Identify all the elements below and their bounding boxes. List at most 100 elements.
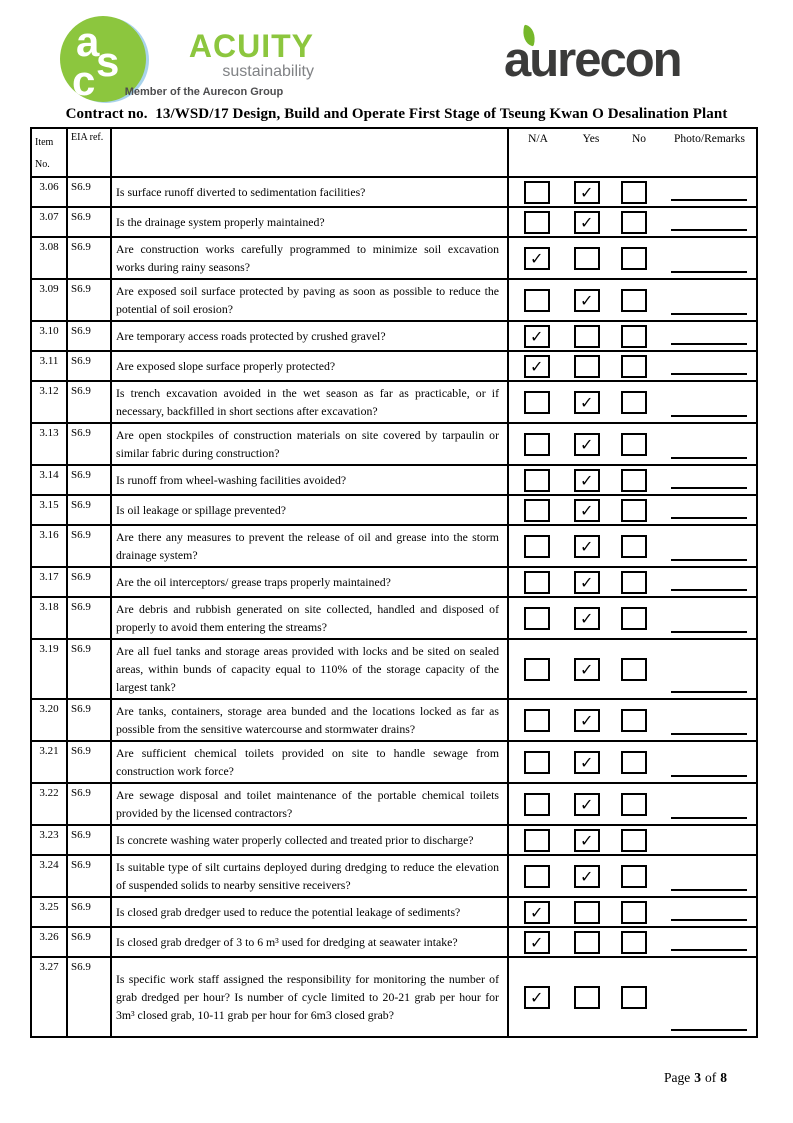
no-checkbox[interactable] <box>621 657 647 681</box>
yes-checkbox[interactable] <box>574 324 600 348</box>
table-row: 3.14 S6.9 Is runoff from wheel-washing f… <box>32 466 756 496</box>
remarks-line[interactable] <box>671 457 747 459</box>
yes-checkbox[interactable]: ✓ <box>574 570 600 594</box>
remarks-line[interactable] <box>671 343 747 345</box>
yes-checkbox[interactable] <box>574 246 600 270</box>
na-checkbox[interactable] <box>524 828 550 852</box>
yes-checkbox[interactable]: ✓ <box>574 750 600 774</box>
remarks-line[interactable] <box>671 229 747 231</box>
table-row: 3.10 S6.9 Are temporary access roads pro… <box>32 322 756 352</box>
remarks-line[interactable] <box>671 1029 747 1031</box>
question-text: Are tanks, containers, storage area bund… <box>116 704 499 736</box>
acuity-monogram-letter: s <box>96 38 120 85</box>
remarks-line[interactable] <box>671 199 747 201</box>
eia-ref: S6.9 <box>68 742 112 782</box>
na-checkbox[interactable] <box>524 180 550 204</box>
na-checkbox[interactable]: ✓ <box>524 354 550 378</box>
yes-checkbox[interactable]: ✓ <box>574 288 600 312</box>
column-header-no: No <box>631 133 647 145</box>
answer-cell: ✓ <box>509 958 756 1036</box>
yes-checkbox[interactable]: ✓ <box>574 792 600 816</box>
no-checkbox[interactable] <box>621 985 647 1009</box>
no-checkbox[interactable] <box>621 390 647 414</box>
remarks-line[interactable] <box>671 415 747 417</box>
remarks-line[interactable] <box>671 313 747 315</box>
no-checkbox[interactable] <box>621 246 647 270</box>
na-checkbox[interactable] <box>524 864 550 888</box>
na-checkbox[interactable] <box>524 498 550 522</box>
yes-checkbox[interactable]: ✓ <box>574 432 600 456</box>
no-checkbox[interactable] <box>621 354 647 378</box>
no-checkbox[interactable] <box>621 606 647 630</box>
na-checkbox[interactable] <box>524 468 550 492</box>
yes-checkbox[interactable]: ✓ <box>574 606 600 630</box>
remarks-line[interactable] <box>671 517 747 519</box>
no-checkbox[interactable] <box>621 180 647 204</box>
no-checkbox[interactable] <box>621 900 647 924</box>
na-checkbox[interactable] <box>524 606 550 630</box>
no-checkbox[interactable] <box>621 468 647 492</box>
na-checkbox[interactable] <box>524 288 550 312</box>
na-checkbox[interactable]: ✓ <box>524 900 550 924</box>
yes-checkbox[interactable]: ✓ <box>574 468 600 492</box>
na-checkbox[interactable] <box>524 390 550 414</box>
no-checkbox[interactable] <box>621 498 647 522</box>
yes-checkbox[interactable]: ✓ <box>574 390 600 414</box>
remarks-line[interactable] <box>671 817 747 819</box>
no-checkbox[interactable] <box>621 288 647 312</box>
remarks-line[interactable] <box>671 775 747 777</box>
no-checkbox[interactable] <box>621 792 647 816</box>
yes-checkbox[interactable]: ✓ <box>574 180 600 204</box>
no-checkbox[interactable] <box>621 432 647 456</box>
no-checkbox[interactable] <box>621 708 647 732</box>
na-checkbox[interactable] <box>524 432 550 456</box>
yes-checkbox[interactable]: ✓ <box>574 657 600 681</box>
table-row: 3.17 S6.9 Are the oil interceptors/ grea… <box>32 568 756 598</box>
yes-checkbox[interactable]: ✓ <box>574 708 600 732</box>
na-checkbox[interactable] <box>524 534 550 558</box>
remarks-line[interactable] <box>671 271 747 273</box>
yes-checkbox[interactable]: ✓ <box>574 534 600 558</box>
item-no: 3.23 <box>32 826 68 854</box>
no-checkbox[interactable] <box>621 324 647 348</box>
eia-ref: S6.9 <box>68 178 112 206</box>
yes-checkbox[interactable]: ✓ <box>574 828 600 852</box>
na-checkbox[interactable]: ✓ <box>524 246 550 270</box>
na-checkbox[interactable]: ✓ <box>524 985 550 1009</box>
na-checkbox[interactable]: ✓ <box>524 930 550 954</box>
footer-page-number: 3 <box>694 1070 701 1085</box>
na-checkbox[interactable] <box>524 750 550 774</box>
yes-checkbox[interactable] <box>574 354 600 378</box>
yes-checkbox[interactable]: ✓ <box>574 210 600 234</box>
na-checkbox[interactable] <box>524 570 550 594</box>
na-checkbox[interactable] <box>524 210 550 234</box>
remarks-line[interactable] <box>671 631 747 633</box>
no-checkbox[interactable] <box>621 210 647 234</box>
remarks-line[interactable] <box>671 691 747 693</box>
yes-checkbox[interactable] <box>574 900 600 924</box>
remarks-line[interactable] <box>671 919 747 921</box>
remarks-line[interactable] <box>671 589 747 591</box>
na-checkbox[interactable] <box>524 657 550 681</box>
remarks-line[interactable] <box>671 487 747 489</box>
remarks-line[interactable] <box>671 559 747 561</box>
remarks-line[interactable] <box>671 949 747 951</box>
yes-checkbox[interactable]: ✓ <box>574 498 600 522</box>
na-checkbox[interactable] <box>524 708 550 732</box>
no-checkbox[interactable] <box>621 750 647 774</box>
remarks-line[interactable] <box>671 373 747 375</box>
eia-ref: S6.9 <box>68 700 112 740</box>
na-checkbox[interactable] <box>524 792 550 816</box>
no-checkbox[interactable] <box>621 534 647 558</box>
no-checkbox[interactable] <box>621 828 647 852</box>
yes-checkbox[interactable] <box>574 985 600 1009</box>
no-checkbox[interactable] <box>621 864 647 888</box>
remarks-line[interactable] <box>671 733 747 735</box>
yes-checkbox[interactable]: ✓ <box>574 864 600 888</box>
remarks-line[interactable] <box>671 889 747 891</box>
na-checkbox[interactable]: ✓ <box>524 324 550 348</box>
no-checkbox[interactable] <box>621 930 647 954</box>
no-checkbox[interactable] <box>621 570 647 594</box>
yes-checkbox[interactable] <box>574 930 600 954</box>
checkmark-icon: ✓ <box>580 290 594 310</box>
